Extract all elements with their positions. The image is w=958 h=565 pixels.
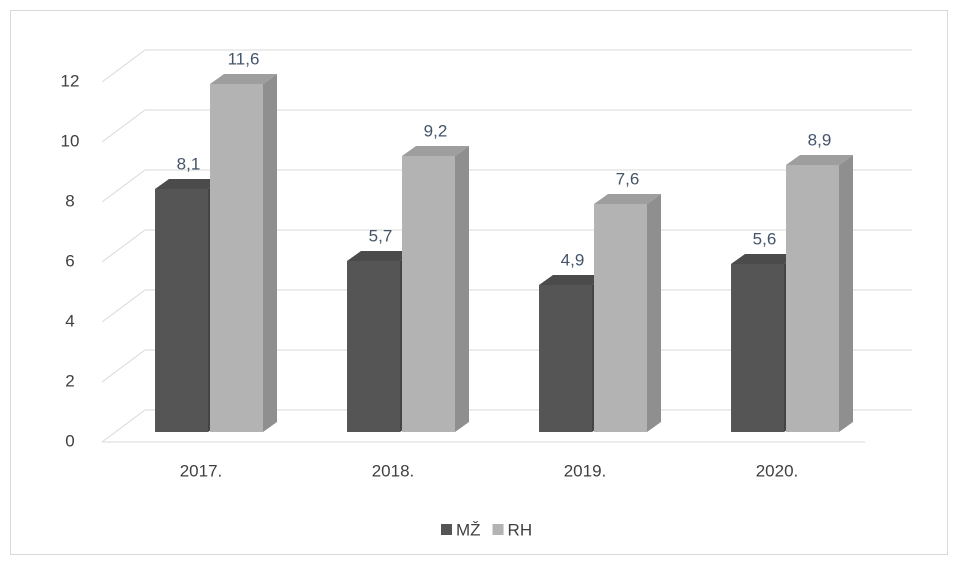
y-tick-label: 10 [61,131,80,150]
legend-swatch [492,524,504,535]
y-tick-label: 8 [65,191,74,210]
legend-label: MŽ [456,520,481,539]
y-tick-label: 6 [65,251,74,270]
bar-top [210,74,277,84]
bar-front [731,264,784,432]
x-tick-label: 2020. [756,461,799,480]
bar-front [786,165,839,432]
bar-side [263,74,277,432]
bar-top [402,146,469,156]
bar-front [594,204,647,432]
data-label: 8,1 [177,154,201,173]
bar-top [539,275,606,285]
y-tick-label: 12 [61,71,80,90]
bar-top [347,251,414,261]
bar [402,146,469,432]
grid-line [101,169,912,203]
bar-side [647,194,661,432]
data-label: 8,9 [808,130,832,149]
bar-top [731,254,798,264]
bar-front [210,84,263,432]
data-label: 9,2 [424,121,448,140]
bar [786,155,853,432]
data-label: 5,6 [753,229,777,248]
legend-label: RH [508,520,533,539]
bar-front [539,285,592,432]
bar-top [594,194,661,204]
data-label: 11,6 [228,49,260,68]
data-label: 7,6 [616,169,640,188]
y-tick-label: 4 [65,311,74,330]
x-tick-label: 2019. [564,461,607,480]
grid-line [101,109,912,143]
grid-line [101,49,912,83]
bar [210,74,277,432]
bar-front [402,156,455,432]
bar-top [786,155,853,165]
bar-top [155,179,222,189]
bar-front [347,261,400,432]
data-label: 4,9 [561,250,585,269]
bar-side [839,155,853,432]
bar [594,194,661,432]
x-tick-label: 2018. [372,461,415,480]
data-label: 5,7 [369,226,393,245]
bar-side [455,146,469,432]
legend-swatch [441,524,452,535]
y-tick-label: 2 [65,371,74,390]
bar-front [155,189,208,432]
x-tick-label: 2017. [180,461,223,480]
y-tick-label: 0 [65,431,74,450]
